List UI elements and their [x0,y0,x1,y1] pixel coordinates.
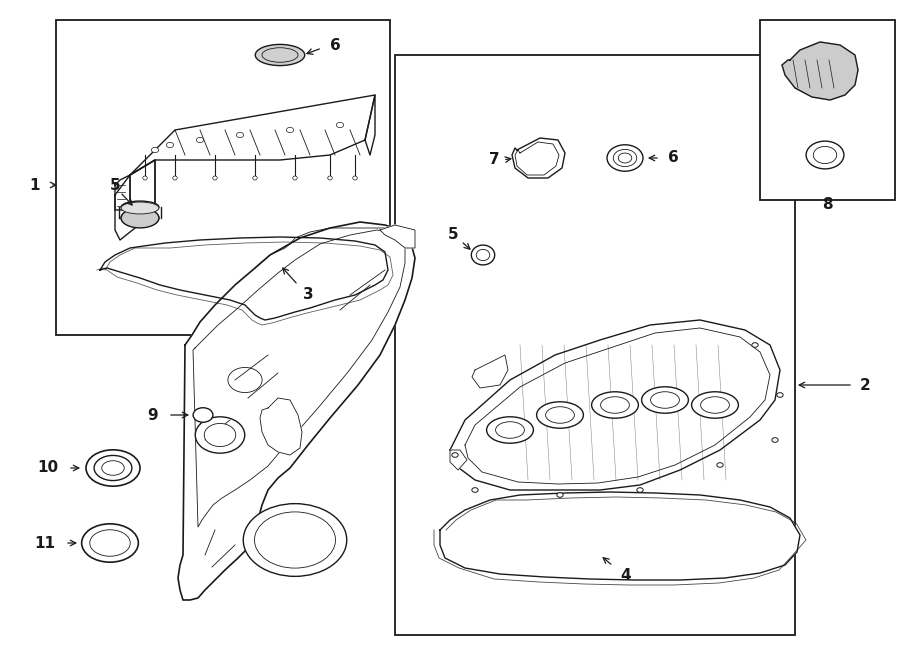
Ellipse shape [651,392,680,408]
Polygon shape [260,398,302,455]
Polygon shape [178,222,415,600]
Ellipse shape [752,342,758,347]
Ellipse shape [151,147,158,153]
Ellipse shape [173,176,177,180]
Ellipse shape [545,407,574,423]
Polygon shape [512,138,565,178]
Ellipse shape [90,529,130,556]
Text: 5: 5 [447,227,458,243]
Text: 5: 5 [110,178,121,192]
Ellipse shape [256,44,305,65]
Text: 7: 7 [490,153,500,167]
Ellipse shape [194,408,213,422]
Bar [760,20,895,200]
Text: 11: 11 [34,535,55,551]
Ellipse shape [600,397,629,413]
Ellipse shape [122,201,159,213]
Ellipse shape [637,488,643,492]
Ellipse shape [772,438,778,442]
Ellipse shape [607,145,643,171]
Ellipse shape [642,387,688,413]
Polygon shape [100,237,388,320]
Ellipse shape [212,176,217,180]
Text: 2: 2 [860,377,871,393]
Ellipse shape [243,504,346,576]
Ellipse shape [536,402,583,428]
Ellipse shape [476,249,490,260]
Ellipse shape [122,202,159,214]
Ellipse shape [122,209,159,227]
Ellipse shape [228,368,262,393]
Ellipse shape [195,417,245,453]
Ellipse shape [337,122,344,128]
Bar [56,20,390,335]
Ellipse shape [94,455,132,481]
Polygon shape [450,320,780,490]
Text: 6: 6 [668,151,679,165]
Text: 10: 10 [37,461,58,475]
Ellipse shape [286,128,293,133]
Polygon shape [115,160,155,240]
Ellipse shape [591,392,638,418]
Ellipse shape [292,176,297,180]
Ellipse shape [143,176,148,180]
Ellipse shape [166,142,174,147]
Polygon shape [115,175,130,210]
Ellipse shape [487,417,534,444]
Ellipse shape [806,141,844,169]
Ellipse shape [237,132,244,137]
Polygon shape [782,42,858,100]
Polygon shape [130,95,375,175]
Ellipse shape [613,149,636,167]
Ellipse shape [262,48,298,62]
Ellipse shape [716,463,724,467]
Polygon shape [380,225,415,248]
Polygon shape [130,160,155,220]
Text: 9: 9 [148,407,158,422]
Ellipse shape [255,512,336,568]
Polygon shape [450,450,467,470]
Text: 3: 3 [303,288,313,303]
Ellipse shape [86,450,140,486]
Ellipse shape [777,393,783,397]
Ellipse shape [496,422,525,438]
Ellipse shape [618,153,632,163]
Ellipse shape [557,492,563,497]
Text: 4: 4 [620,568,631,582]
Ellipse shape [452,453,458,457]
Ellipse shape [253,176,257,180]
Ellipse shape [472,245,495,265]
Ellipse shape [196,137,203,143]
Ellipse shape [691,392,738,418]
Polygon shape [440,492,800,580]
Ellipse shape [353,176,357,180]
Ellipse shape [700,397,729,413]
Polygon shape [365,95,375,155]
Ellipse shape [102,461,124,475]
Ellipse shape [814,146,837,163]
Ellipse shape [328,176,332,180]
Ellipse shape [82,524,139,562]
Bar [395,55,795,635]
Ellipse shape [122,208,159,228]
Text: 6: 6 [330,38,341,52]
Text: 1: 1 [30,178,40,192]
Text: 8: 8 [822,198,832,212]
Polygon shape [472,355,508,388]
Ellipse shape [472,488,478,492]
Ellipse shape [204,424,236,447]
